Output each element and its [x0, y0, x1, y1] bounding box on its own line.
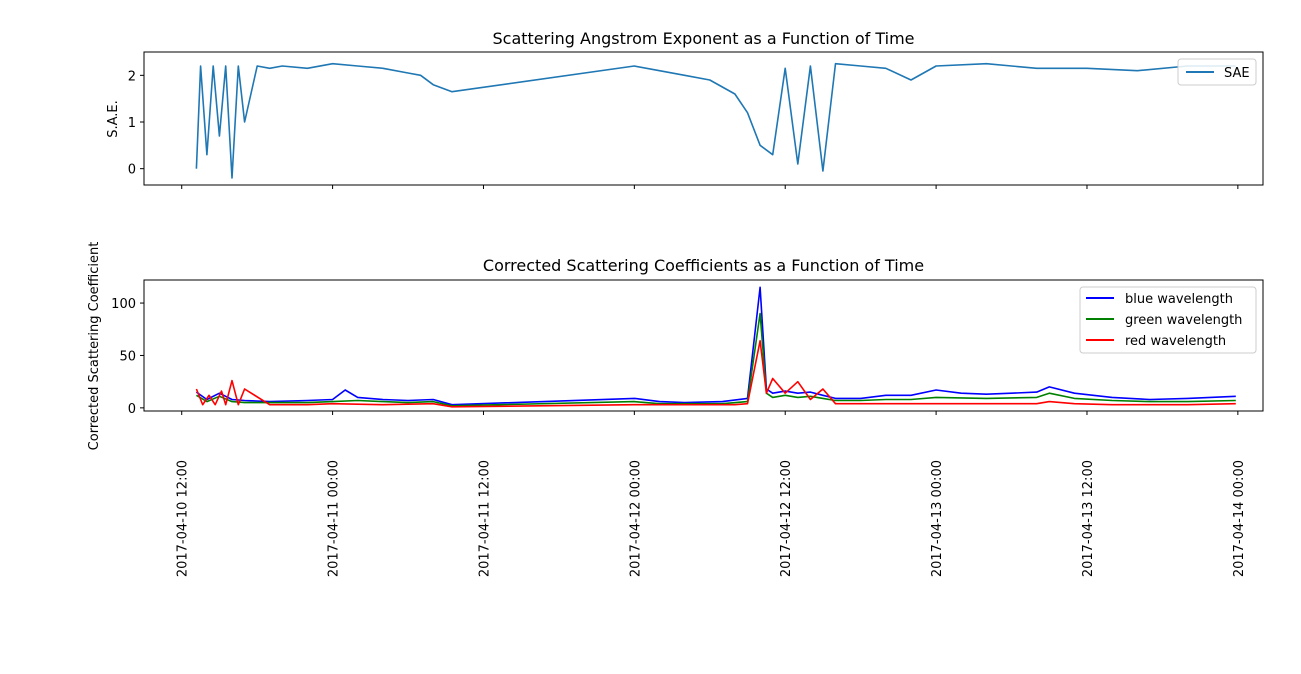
sae-plot-frame — [143, 51, 1264, 186]
coefficients-plot-frame — [143, 279, 1264, 412]
sae-series-lines — [195, 62, 1236, 179]
coefficients-x-tick-label: 2017-04-12 00:00 — [628, 460, 643, 577]
coefficients-y-tick-label: 100 — [111, 297, 136, 312]
coefficients-x-tick-label: 2017-04-13 12:00 — [1081, 460, 1096, 577]
sae-y-tick-label: 1 — [128, 116, 136, 131]
legend-label-blue: blue wavelength — [1125, 292, 1233, 307]
coefficients-panel: Corrected Scattering Coefficients as a F… — [87, 242, 1264, 577]
coefficients-x-tick-label: 2017-04-11 00:00 — [327, 460, 342, 577]
coefficients-legend-box — [1079, 286, 1257, 354]
coefficients-x-tick-label: 2017-04-14 00:00 — [1232, 460, 1247, 577]
sae-legend-label: SAE — [1224, 66, 1250, 81]
coefficients-x-tick-label: 2017-04-11 12:00 — [477, 460, 492, 577]
coefficients-series-lines — [195, 286, 1236, 408]
coefficients-series-line-1 — [195, 312, 1236, 407]
coefficients-y-axis-label: Corrected Scattering Coefficient — [87, 242, 102, 451]
sae-series-line-0 — [195, 62, 1236, 179]
coefficients-x-tick-label: 2017-04-10 12:00 — [176, 460, 191, 577]
sae-y-axis-label: S.A.E. — [106, 100, 121, 138]
coefficients-y-tick-label: 50 — [119, 349, 136, 364]
sae-chart-title: Scattering Angstrom Exponent as a Functi… — [492, 29, 914, 48]
sae-y-tick-label: 0 — [128, 163, 136, 178]
sae-axis-ticks: 0 1 2 — [128, 69, 1239, 189]
legend-label-green: green wavelength — [1125, 313, 1242, 328]
sae-legend-box — [1177, 58, 1257, 86]
coefficients-y-tick-label: 0 — [128, 402, 136, 417]
coefficients-x-tick-label: 2017-04-13 00:00 — [930, 460, 945, 577]
sae-legend: SAE — [1177, 58, 1257, 86]
legend-label-red: red wavelength — [1125, 334, 1226, 349]
sae-panel: Scattering Angstrom Exponent as a Functi… — [106, 29, 1264, 189]
coefficients-axis-ticks: 0 50 100 2017-04-10 12:00 2017-04-11 00:00 20… — [111, 297, 1247, 577]
sae-y-tick-label: 2 — [128, 69, 136, 84]
coefficients-chart-title: Corrected Scattering Coefficients as a F… — [483, 256, 924, 275]
coefficients-series-line-2 — [195, 339, 1236, 408]
coefficients-x-tick-label: 2017-04-12 12:00 — [779, 460, 794, 577]
coefficients-legend: blue wavelength green wavelength red wav… — [1079, 286, 1257, 354]
